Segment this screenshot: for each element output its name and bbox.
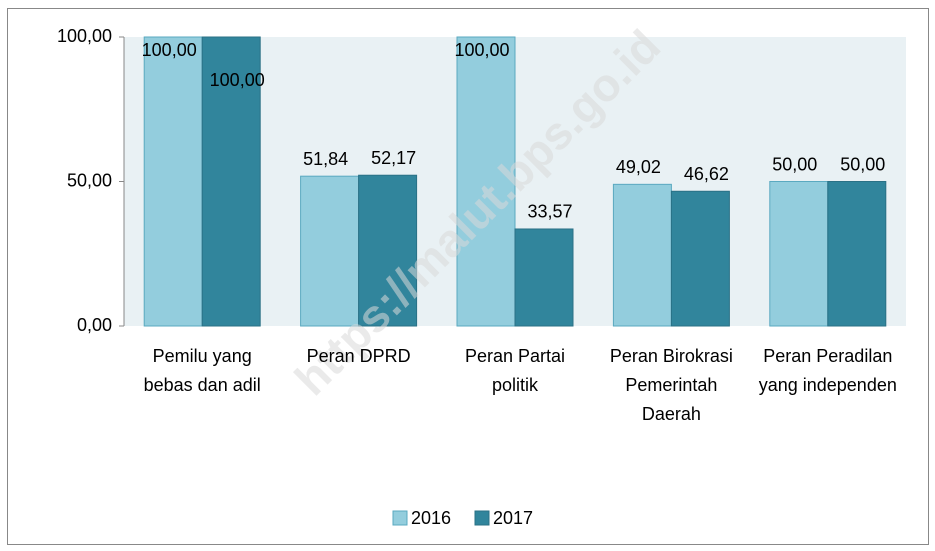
bar <box>670 190 730 327</box>
legend-label: 2016 <box>411 508 451 528</box>
data-label: 50,00 <box>772 154 817 174</box>
data-label: 49,02 <box>616 157 661 177</box>
data-label: 46,62 <box>684 164 729 184</box>
x-tick-label: Peran Partai politik <box>464 346 566 395</box>
x-tick-label: Peran Birokrasi Pemerintah Daerah <box>609 346 733 424</box>
data-label: 100,00 <box>210 70 265 90</box>
y-tick-label: 50,00 <box>67 170 112 190</box>
bar <box>612 183 672 327</box>
bar <box>456 36 516 327</box>
bar <box>143 36 203 327</box>
data-label: 100,00 <box>454 40 509 60</box>
x-tick-label: Pemilu yang bebas dan adil <box>143 346 261 395</box>
data-label: 52,17 <box>371 148 416 168</box>
x-tick-label: Peran Peradilan yang independen <box>758 346 897 395</box>
bar <box>827 181 887 327</box>
bar <box>358 174 418 327</box>
bar <box>300 175 360 327</box>
legend-label: 2017 <box>493 508 533 528</box>
legend-swatch <box>474 510 490 526</box>
bar <box>201 36 261 327</box>
legend-swatch <box>392 510 408 526</box>
data-label: 33,57 <box>527 202 572 222</box>
bar <box>769 181 829 327</box>
y-tick-label: 100,00 <box>57 26 112 46</box>
data-label: 100,00 <box>142 40 197 60</box>
data-label: 51,84 <box>303 149 348 169</box>
y-tick-label: 0,00 <box>77 315 112 335</box>
bar <box>514 228 574 327</box>
data-label: 50,00 <box>840 154 885 174</box>
x-tick-label: Peran DPRD <box>306 346 411 366</box>
chart-border <box>7 8 929 545</box>
